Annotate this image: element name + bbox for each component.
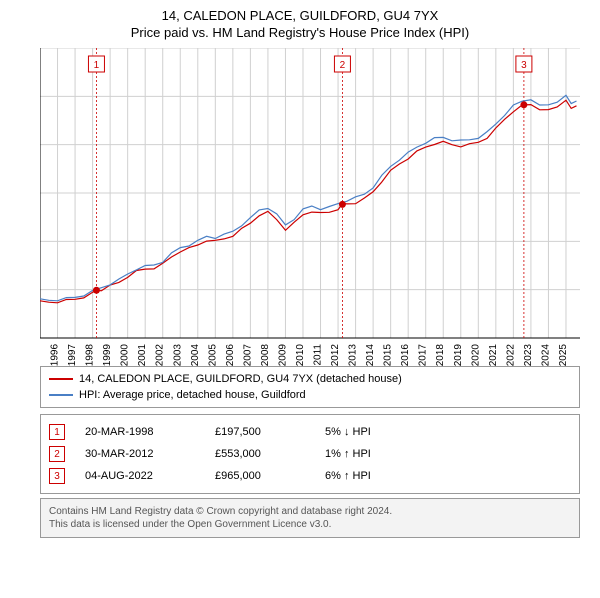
- svg-text:2007: 2007: [242, 344, 253, 367]
- sale-price: £197,500: [215, 426, 305, 438]
- svg-text:2017: 2017: [418, 344, 429, 367]
- svg-text:2020: 2020: [470, 344, 481, 367]
- svg-text:2021: 2021: [488, 344, 499, 367]
- svg-text:2016: 2016: [400, 344, 411, 367]
- svg-text:3: 3: [521, 60, 527, 71]
- svg-text:2001: 2001: [137, 344, 148, 367]
- sale-diff: 5% ↓ HPI: [325, 426, 425, 438]
- svg-text:1: 1: [94, 60, 100, 71]
- sale-row: 3 04-AUG-2022 £965,000 6% ↑ HPI: [49, 465, 571, 487]
- page-subtitle: Price paid vs. HM Land Registry's House …: [0, 25, 600, 40]
- svg-text:2013: 2013: [348, 344, 359, 367]
- svg-text:2023: 2023: [523, 344, 534, 367]
- sale-row: 1 20-MAR-1998 £197,500 5% ↓ HPI: [49, 421, 571, 443]
- svg-text:2025: 2025: [558, 344, 569, 367]
- sale-diff: 6% ↑ HPI: [325, 470, 425, 482]
- page-title: 14, CALEDON PLACE, GUILDFORD, GU4 7YX: [0, 8, 600, 23]
- sale-marker-badge: 3: [49, 468, 65, 484]
- sale-row: 2 30-MAR-2012 £553,000 1% ↑ HPI: [49, 443, 571, 465]
- svg-text:2010: 2010: [295, 344, 306, 367]
- svg-text:2014: 2014: [365, 344, 376, 367]
- sale-price: £965,000: [215, 470, 305, 482]
- container: 14, CALEDON PLACE, GUILDFORD, GU4 7YX Pr…: [0, 8, 600, 598]
- svg-text:2: 2: [340, 60, 346, 71]
- sale-date: 30-MAR-2012: [85, 448, 195, 460]
- sale-date: 20-MAR-1998: [85, 426, 195, 438]
- footer-line-2: This data is licensed under the Open Gov…: [49, 518, 571, 531]
- svg-text:2006: 2006: [225, 344, 236, 367]
- svg-text:2024: 2024: [540, 344, 551, 367]
- svg-text:1996: 1996: [50, 344, 61, 367]
- svg-text:2015: 2015: [383, 344, 394, 367]
- svg-text:1997: 1997: [67, 344, 78, 367]
- svg-text:1999: 1999: [102, 344, 113, 367]
- svg-text:2009: 2009: [277, 344, 288, 367]
- sale-diff: 1% ↑ HPI: [325, 448, 425, 460]
- svg-text:2022: 2022: [505, 344, 516, 367]
- svg-text:2000: 2000: [120, 344, 131, 367]
- price-chart: £0£200K£400K£600K£800K£1M£1.2M1995199619…: [40, 48, 600, 398]
- footer: Contains HM Land Registry data © Crown c…: [40, 498, 580, 538]
- svg-text:1995: 1995: [40, 344, 43, 367]
- svg-text:2005: 2005: [207, 344, 218, 367]
- svg-text:2003: 2003: [172, 344, 183, 367]
- chart-area: £0£200K£400K£600K£800K£1M£1.2M1995199619…: [40, 48, 600, 358]
- sales-table: 1 20-MAR-1998 £197,500 5% ↓ HPI 2 30-MAR-2012…: [40, 414, 580, 494]
- sale-marker-badge: 1: [49, 424, 65, 440]
- svg-text:2002: 2002: [155, 344, 166, 367]
- svg-text:2004: 2004: [190, 344, 201, 367]
- svg-text:2018: 2018: [435, 344, 446, 367]
- svg-text:2011: 2011: [313, 344, 324, 366]
- svg-text:2019: 2019: [453, 344, 464, 367]
- sale-date: 04-AUG-2022: [85, 470, 195, 482]
- sale-marker-badge: 2: [49, 446, 65, 462]
- svg-text:2012: 2012: [330, 344, 341, 367]
- footer-line-1: Contains HM Land Registry data © Crown c…: [49, 505, 571, 518]
- sale-price: £553,000: [215, 448, 305, 460]
- svg-text:1998: 1998: [85, 344, 96, 367]
- svg-text:2008: 2008: [260, 344, 271, 367]
